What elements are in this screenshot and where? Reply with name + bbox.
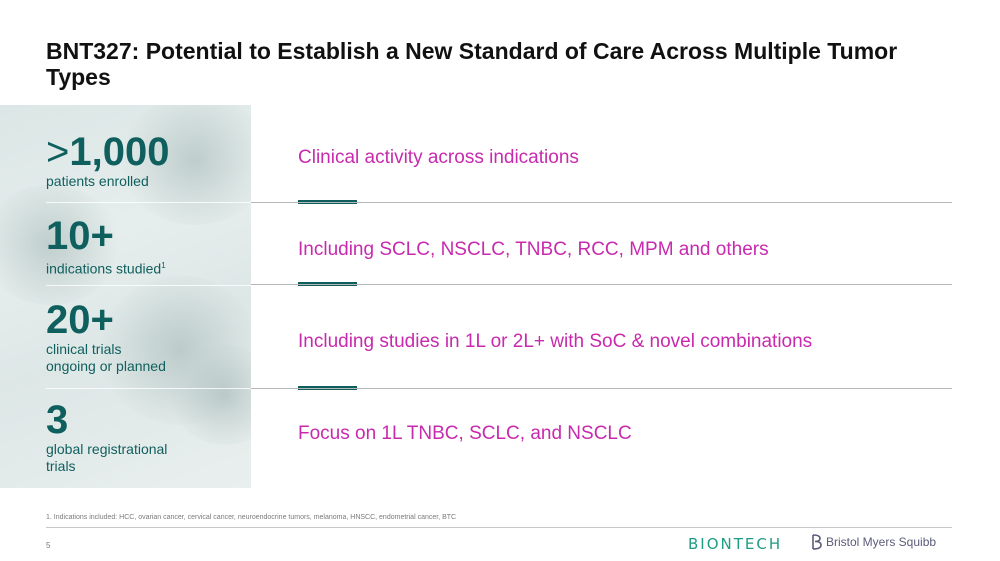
stat-registrational: 3 global registrational trials: [46, 399, 167, 475]
row-divider: [251, 202, 952, 203]
stat-label-line2: trials: [46, 458, 76, 474]
stat-prefix: >: [46, 130, 70, 174]
row-text-indications: Including SCLC, NSCLC, TNBC, RCC, MPM an…: [298, 239, 769, 260]
stats-panel: >1,000 patients enrolled 10+ indications…: [0, 105, 251, 488]
page-title: BNT327: Potential to Establish a New Sta…: [46, 38, 898, 90]
background-molecule: [120, 105, 251, 225]
stat-trials: 20+ clinical trials ongoing or planned: [46, 299, 166, 375]
row-divider: [251, 284, 952, 285]
row-divider: [251, 388, 952, 389]
bms-logo: Bristol Myers Squibb: [812, 534, 936, 550]
biontech-logo: BIONTECH: [688, 535, 783, 553]
stat-number: 1,000: [69, 130, 170, 174]
stat-label-line2: ongoing or planned: [46, 358, 166, 374]
stat-label: global registrational: [46, 441, 168, 457]
bms-mark-icon: [812, 534, 822, 550]
background-molecule: [170, 345, 251, 445]
row-text-studies: Including studies in 1L or 2L+ with SoC …: [298, 331, 813, 352]
stat-indications: 10+ indications studied1: [46, 215, 166, 278]
stat-divider: [46, 202, 251, 203]
stat-number: 3: [46, 398, 69, 442]
stat-label: clinical trials: [46, 341, 122, 357]
stat-label: patients enrolled: [46, 173, 149, 189]
bms-logo-text: Bristol Myers Squibb: [826, 535, 937, 549]
footnote: 1. Indications included: HCC, ovarian ca…: [46, 514, 457, 521]
row-text-focus: Focus on 1L TNBC, SCLC, and NSCLC: [298, 423, 632, 444]
stat-divider: [46, 285, 251, 286]
footnote-mark: 1: [161, 261, 166, 270]
row-text-activity: Clinical activity across indications: [298, 147, 579, 168]
stat-number: 20+: [46, 298, 114, 342]
stat-patients: >1,000 patients enrolled: [46, 131, 169, 190]
stat-number: 10+: [46, 214, 114, 258]
stat-divider: [46, 388, 251, 389]
page-number: 5: [46, 541, 51, 550]
stat-label: indications studied: [46, 260, 162, 277]
footer-divider: [46, 527, 952, 528]
